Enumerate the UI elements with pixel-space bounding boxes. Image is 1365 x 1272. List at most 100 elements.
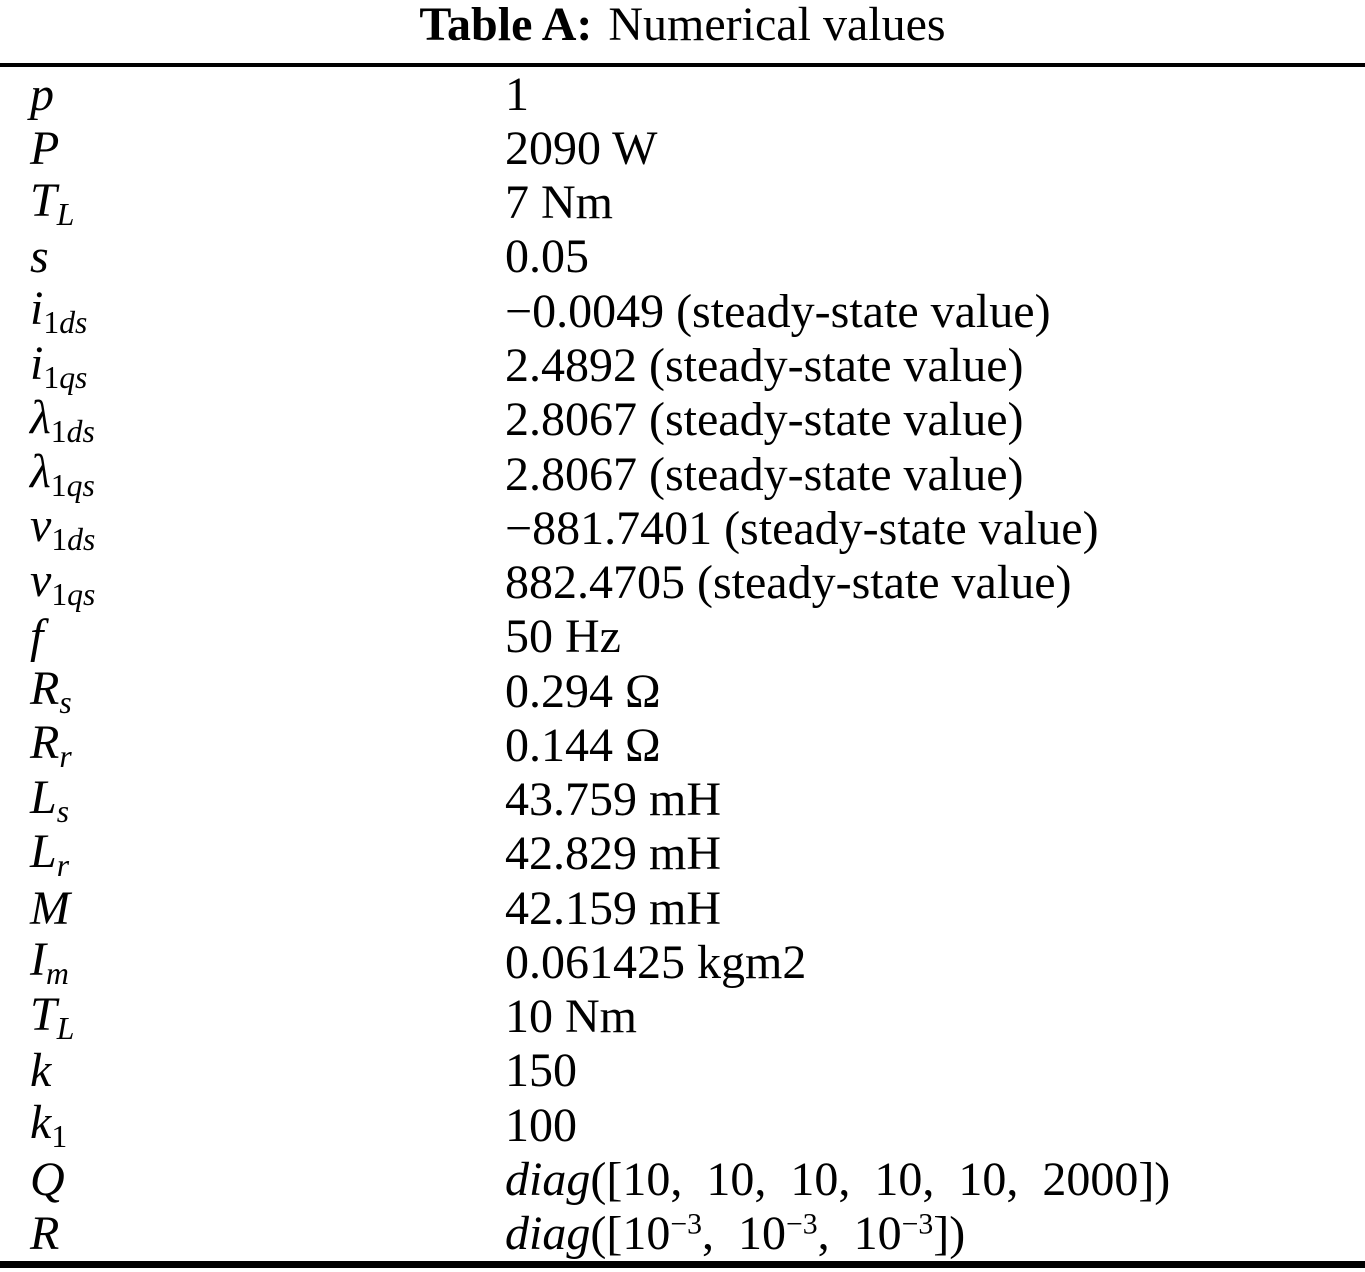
value-cell: 7 Nm <box>505 175 1365 230</box>
text-segment: ]) <box>933 1207 966 1261</box>
value-cell: 1 <box>505 67 1365 122</box>
table-row: P 2090 W <box>0 121 1365 175</box>
subscript: r <box>56 847 70 883</box>
text-segment: M <box>30 881 70 935</box>
value-cell: 0.061425 kgm2 <box>505 935 1365 990</box>
subscript: 1 <box>50 413 67 449</box>
text-segment: 882.4705 (steady-state value) <box>505 556 1072 610</box>
text-segment: 7 Nm <box>505 176 613 230</box>
text-segment: , 10 <box>817 1207 902 1261</box>
table-row: λ1ds 2.8067 (steady-state value) <box>0 390 1365 449</box>
text-segment: −0.0049 (steady-state value) <box>505 284 1051 338</box>
text-segment: 50 Hz <box>505 610 621 664</box>
table-row: v1ds −881.7401 (steady-state value) <box>0 498 1365 558</box>
text-segment: p <box>30 67 54 121</box>
text-segment: −881.7401 (steady-state value) <box>505 501 1099 555</box>
value-cell: −0.0049 (steady-state value) <box>505 284 1365 339</box>
table-row: Rs 0.294 Ω <box>0 661 1365 721</box>
subscript: 1 <box>51 1119 68 1155</box>
symbol-cell: v1ds <box>0 498 505 558</box>
subscript: qs <box>67 576 96 612</box>
text-segment: Q <box>30 1152 65 1206</box>
symbol-cell: k <box>0 1043 505 1098</box>
text-segment: 42.829 mH <box>505 827 721 881</box>
table-row: λ1qs 2.8067 (steady-state value) <box>0 445 1365 503</box>
text-segment: R <box>30 662 60 716</box>
table-bottom-rule <box>0 1261 1365 1268</box>
value-cell: 43.759 mH <box>505 772 1365 827</box>
text-segment: 1 <box>505 67 529 121</box>
table-row: Lr 42.829 mH <box>0 825 1365 883</box>
text-segment: R <box>30 1207 60 1261</box>
text-segment: 0.144 Ω <box>505 718 661 772</box>
text-segment: diag <box>505 1207 591 1261</box>
value-cell: 42.159 mH <box>505 881 1365 936</box>
superscript: −3 <box>670 1207 702 1241</box>
table-rows: p 1 P 2090 W TL 7 Nm s 0.05 i1ds −0.0049 (steady-… <box>0 67 1365 1261</box>
table-row: k1 100 <box>0 1096 1365 1155</box>
subscript: qs <box>66 467 95 503</box>
value-cell: 2.8067 (steady-state value) <box>505 392 1365 447</box>
text-segment: λ <box>30 390 51 444</box>
text-segment: diag <box>505 1152 591 1206</box>
value-cell: 2.4892 (steady-state value) <box>505 338 1365 393</box>
symbol-cell: Rr <box>0 715 505 775</box>
symbol-cell: f <box>0 609 505 664</box>
symbol-cell: M <box>0 881 505 936</box>
text-segment: ([10, 10, 10, 10, 10, 2000]) <box>590 1152 1171 1206</box>
text-segment: 2090 W <box>505 121 658 175</box>
text-segment: k <box>30 1096 52 1150</box>
subscript: s <box>56 793 70 829</box>
table-row: i1qs 2.4892 (steady-state value) <box>0 337 1365 395</box>
value-cell: 42.829 mH <box>505 826 1365 881</box>
table-row: Ls 43.759 mH <box>0 771 1365 829</box>
value-cell: 150 <box>505 1043 1365 1098</box>
text-segment: 100 <box>505 1098 577 1152</box>
symbol-cell: P <box>0 121 505 176</box>
text-segment: 2.4892 (steady-state value) <box>505 338 1024 392</box>
superscript: −3 <box>901 1207 934 1241</box>
symbol-cell: Im <box>0 932 505 992</box>
table-row: v1qs 882.4705 (steady-state value) <box>0 553 1365 612</box>
subscript: ds <box>59 305 88 341</box>
table-top-rule <box>0 63 1365 67</box>
subscript: s <box>59 684 72 720</box>
subscript: ds <box>67 522 96 558</box>
value-cell: 882.4705 (steady-state value) <box>505 555 1365 610</box>
value-cell: 10 Nm <box>505 989 1365 1044</box>
text-segment: k <box>30 1044 52 1098</box>
table-title: Table A: Numerical values <box>0 0 1365 50</box>
subscript: r <box>59 739 72 775</box>
table-title-caption: Numerical values <box>608 0 946 51</box>
subscript: L <box>56 1010 75 1046</box>
table-row: f 50 Hz <box>0 610 1365 664</box>
value-cell: 2.8067 (steady-state value) <box>505 447 1365 502</box>
text-segment: s <box>30 230 49 284</box>
value-cell: 0.05 <box>505 229 1365 284</box>
value-cell: 0.144 Ω <box>505 718 1365 773</box>
table-row: Rr 0.144 Ω <box>0 715 1365 775</box>
text-segment: 0.05 <box>505 230 589 284</box>
value-cell: 2090 W <box>505 121 1365 176</box>
text-segment: v <box>30 553 52 607</box>
table-row: TL 7 Nm <box>0 174 1365 232</box>
superscript: −3 <box>785 1207 818 1241</box>
table-row: s 0.05 <box>0 230 1365 284</box>
value-cell: diag([10−3, 10−3, 10−3]) <box>505 1206 1365 1261</box>
table-title-label: Table A: <box>419 0 593 51</box>
text-segment: v <box>30 499 52 553</box>
subscript: ds <box>66 413 95 449</box>
table-row: M 42.159 mH <box>0 881 1365 935</box>
text-segment: 2.8067 (steady-state value) <box>505 447 1024 501</box>
text-segment: 42.159 mH <box>505 881 721 935</box>
symbol-cell: TL <box>0 987 505 1047</box>
text-segment: L <box>30 770 57 824</box>
symbol-cell: Rs <box>0 661 505 721</box>
symbol-cell: Ls <box>0 770 505 830</box>
text-segment: 2.8067 (steady-state value) <box>505 393 1024 447</box>
value-cell: 100 <box>505 1098 1365 1153</box>
text-segment: T <box>30 987 57 1041</box>
symbol-cell: Q <box>0 1152 505 1207</box>
